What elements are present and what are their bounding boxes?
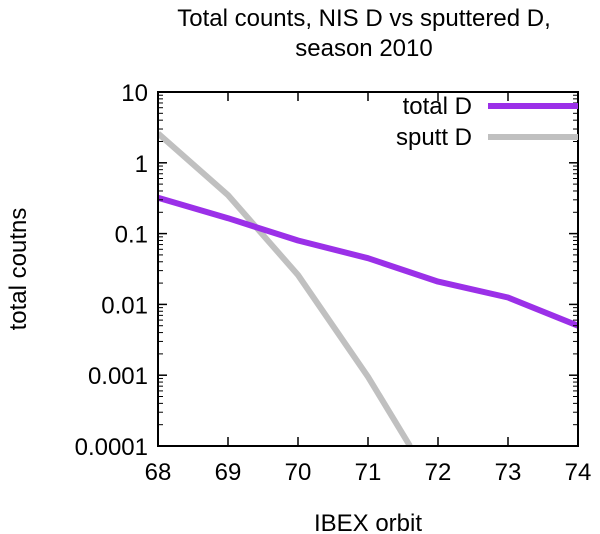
series-layer bbox=[158, 131, 578, 446]
legend-label-sputt-d: sputt D bbox=[396, 124, 472, 151]
series-line-total-d bbox=[158, 194, 578, 329]
x-tick-label: 73 bbox=[495, 459, 522, 486]
ticks-layer: 68 69 70 71 72 73 74 0.0001 0.001 0.01 0.1 1 10 bbox=[75, 80, 592, 486]
y-tick-label: 0.01 bbox=[101, 292, 148, 319]
x-tick-label: 68 bbox=[145, 459, 172, 486]
x-tick-label: 71 bbox=[355, 459, 382, 486]
chart-subtitle: season 2010 bbox=[295, 35, 432, 62]
y-tick-label: 0.001 bbox=[88, 363, 148, 390]
x-tick-label: 72 bbox=[425, 459, 452, 486]
y-tick-label: 0.1 bbox=[115, 222, 148, 249]
y-tick-label: 10 bbox=[121, 80, 148, 107]
chart-title: Total counts, NIS D vs sputtered D, bbox=[177, 5, 551, 32]
x-tick-label: 69 bbox=[215, 459, 242, 486]
series-line-sputt-d bbox=[158, 131, 413, 446]
x-tick-label: 70 bbox=[285, 459, 312, 486]
x-axis-label: IBEX orbit bbox=[314, 510, 422, 534]
x-tick-label: 74 bbox=[565, 459, 592, 486]
legend: total D sputt D bbox=[396, 93, 578, 151]
plot-frame bbox=[157, 91, 579, 447]
y-tick-label: 1 bbox=[135, 151, 148, 178]
legend-label-total-d: total D bbox=[403, 93, 472, 120]
y-tick-label: 0.0001 bbox=[75, 434, 148, 461]
y-axis-label: total coutns bbox=[5, 208, 32, 331]
